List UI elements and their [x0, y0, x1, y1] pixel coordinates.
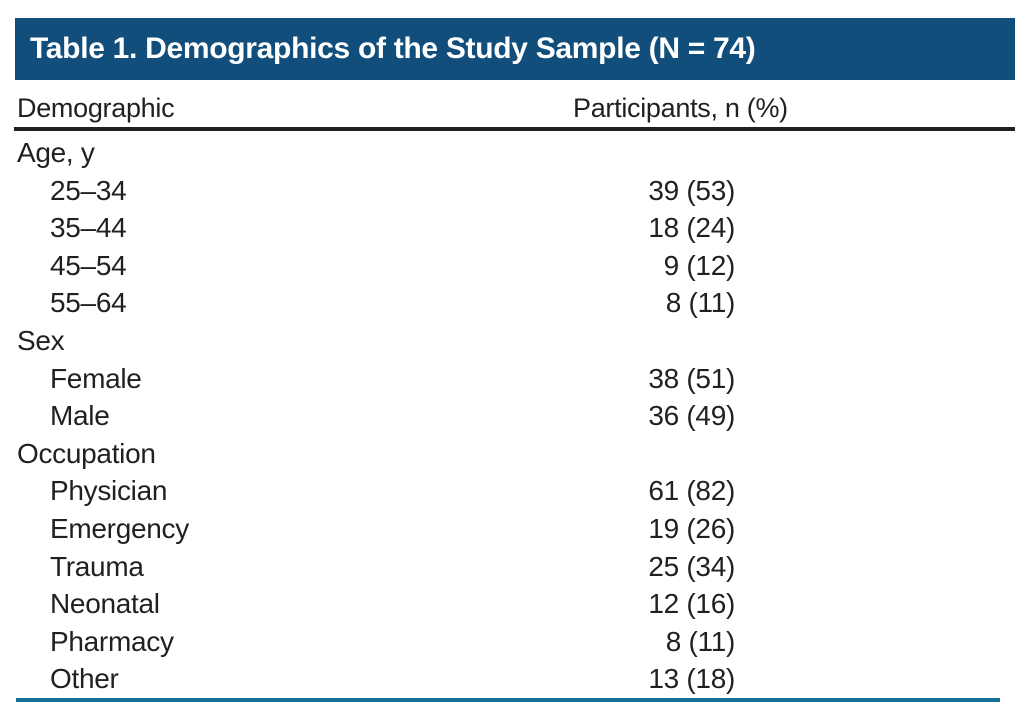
- row-label: Occupation: [17, 437, 156, 469]
- row-value: 38 (51): [648, 362, 735, 394]
- table-row: Neonatal 12 (16): [17, 585, 1015, 623]
- row-value: 8 (11): [665, 287, 736, 319]
- table-row: Trauma 25 (34): [17, 548, 1015, 586]
- table-title: Table 1. Demographics of the Study Sampl…: [30, 32, 756, 65]
- table-row-occupation-group: Occupation: [17, 435, 1015, 473]
- row-value: 18 (24): [648, 212, 735, 244]
- table-body: Age, y 25–34 39 (53) 35–44 18 (24) 45–54…: [17, 134, 1015, 698]
- row-label: Emergency: [50, 512, 189, 544]
- header-rule: [14, 127, 1015, 131]
- row-label: 55–64: [50, 287, 127, 319]
- row-value: 61 (82): [648, 475, 735, 507]
- row-value: 39 (53): [648, 174, 735, 206]
- column-header-demographic: Demographic: [17, 93, 175, 123]
- table-row: Male 36 (49): [17, 397, 1015, 435]
- table-row: Physician 61 (82): [17, 472, 1015, 510]
- row-label: 45–54: [50, 249, 127, 281]
- row-label: 35–44: [50, 212, 127, 244]
- table-row: Pharmacy 8 (11): [17, 623, 1015, 661]
- column-header-row: Demographic Participants, n (%): [17, 90, 998, 127]
- row-value: 25 (34): [648, 550, 735, 582]
- table-title-bar: Table 1. Demographics of the Study Sampl…: [15, 18, 1015, 80]
- row-label: Physician: [50, 475, 168, 507]
- row-label: Other: [50, 663, 119, 695]
- column-header-participants: Participants, n (%): [573, 93, 788, 123]
- table-row: 25–34 39 (53): [17, 172, 1015, 210]
- row-value: 12 (16): [648, 588, 735, 620]
- table-row: Female 38 (51): [17, 360, 1015, 398]
- row-value: 8 (11): [665, 625, 736, 657]
- table-row: 55–64 8 (11): [17, 284, 1015, 322]
- table-row-sex-group: Sex: [17, 322, 1015, 360]
- row-label: Female: [50, 362, 142, 394]
- table-row: 45–54 9 (12): [17, 247, 1015, 285]
- bottom-rule: [16, 698, 1000, 702]
- row-value: 36 (49): [648, 400, 735, 432]
- row-value: 9 (12): [663, 249, 736, 281]
- table-row: 35–44 18 (24): [17, 209, 1015, 247]
- row-value: 19 (26): [648, 512, 735, 544]
- row-label: Pharmacy: [50, 625, 174, 657]
- row-value: 13 (18): [648, 663, 735, 695]
- row-label: 25–34: [50, 174, 127, 206]
- table-row: Other 13 (18): [17, 660, 1015, 698]
- row-label: Trauma: [50, 550, 144, 582]
- table-row: Emergency 19 (26): [17, 510, 1015, 548]
- table-row-age-group: Age, y: [17, 134, 1015, 172]
- row-label: Sex: [17, 324, 65, 356]
- row-label: Age, y: [17, 137, 95, 168]
- row-label: Male: [50, 400, 110, 432]
- row-label: Neonatal: [50, 588, 160, 620]
